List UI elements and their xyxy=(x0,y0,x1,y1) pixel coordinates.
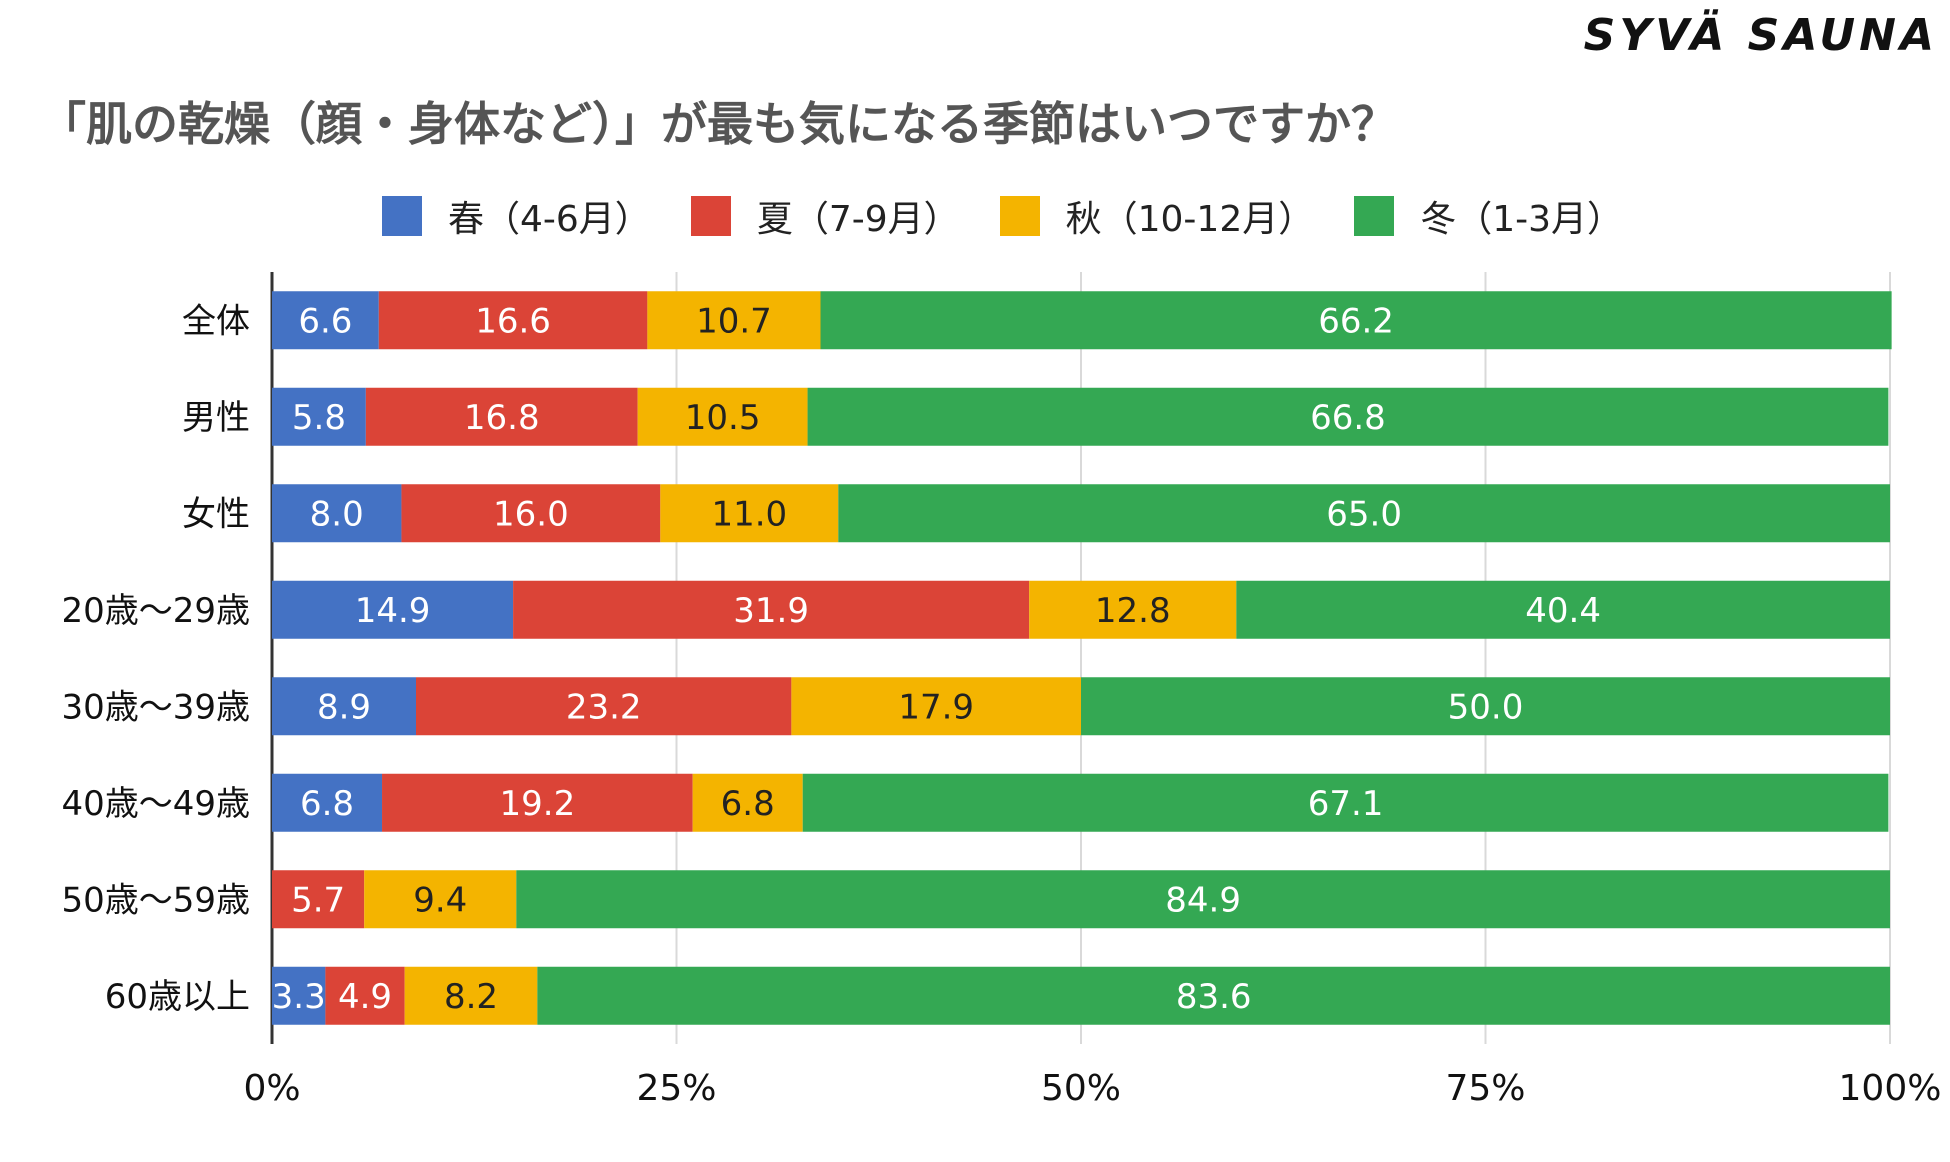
data-label: 3.3 xyxy=(272,977,326,1017)
bar-segment xyxy=(807,387,1889,446)
legend-label-winter: 冬（1-3月） xyxy=(1420,199,1624,240)
bar-segment xyxy=(513,580,1030,639)
bar-segment xyxy=(802,773,1889,832)
bar-segment xyxy=(272,677,417,736)
bar-segment xyxy=(1081,677,1890,736)
legend-swatch-spring xyxy=(382,196,422,236)
data-label: 67.1 xyxy=(1308,784,1384,824)
legend-label-autumn: 秋（10-12月） xyxy=(1065,199,1315,240)
category-label: 女性 xyxy=(182,494,250,534)
chart-title: 「肌の乾燥（顔・身体など）」が最も気になる季節はいつですか？ xyxy=(40,97,1397,151)
legend-item-autumn: 秋（10-12月） xyxy=(999,190,1315,242)
legend-swatch-summer xyxy=(690,196,731,236)
category-label: 40歳〜49歳 xyxy=(61,784,250,824)
bar-segment xyxy=(365,387,638,446)
data-label: 83.6 xyxy=(1176,977,1252,1017)
bar-segment xyxy=(272,870,365,929)
bar-segment xyxy=(1236,580,1890,639)
data-label: 23.2 xyxy=(566,687,642,727)
bar-segment xyxy=(272,291,379,350)
data-label: 17.9 xyxy=(898,687,974,727)
bar-segment xyxy=(325,966,405,1025)
data-label: 31.9 xyxy=(733,591,809,631)
data-label: 66.2 xyxy=(1318,301,1394,341)
category-label: 50歳〜59歳 xyxy=(61,880,250,920)
legend-swatch-winter xyxy=(1354,196,1395,236)
category-label: 全体 xyxy=(182,301,250,341)
data-label: 16.8 xyxy=(464,398,540,438)
data-label: 65.0 xyxy=(1326,494,1402,534)
data-label: 8.9 xyxy=(317,687,371,727)
x-tick-label: 25% xyxy=(636,1068,716,1109)
x-tick-label: 100% xyxy=(1839,1068,1942,1109)
data-label: 10.7 xyxy=(696,301,772,341)
bar-segment xyxy=(272,484,402,543)
bar-segment xyxy=(272,580,514,639)
category-label: 30歳〜39歳 xyxy=(61,687,250,727)
data-label: 8.0 xyxy=(310,494,364,534)
bar-segment xyxy=(404,966,538,1025)
x-tick-label: 75% xyxy=(1445,1068,1525,1109)
bar-segment xyxy=(537,966,1890,1025)
x-tick-label: 0% xyxy=(243,1068,300,1109)
bar-segment xyxy=(272,773,383,832)
data-label: 8.2 xyxy=(444,977,498,1017)
bar-segment xyxy=(838,484,1890,543)
legend-label-spring: 春（4-6月） xyxy=(448,199,651,240)
data-label: 16.0 xyxy=(493,494,569,534)
data-label: 6.6 xyxy=(298,301,352,341)
legend-label-summer: 夏（7-9月） xyxy=(756,199,960,240)
bar-segment xyxy=(382,773,693,832)
bar-segment xyxy=(660,484,839,543)
legend-item-spring: 春（4-6月） xyxy=(382,190,651,242)
data-label: 16.6 xyxy=(475,301,551,341)
data-label: 10.5 xyxy=(685,398,761,438)
data-label: 6.8 xyxy=(300,784,354,824)
x-tick-label: 50% xyxy=(1041,1068,1121,1109)
category-label: 60歳以上 xyxy=(105,977,250,1017)
legend-item-summer: 夏（7-9月） xyxy=(690,190,960,242)
bar-segment xyxy=(272,387,366,446)
bar-segment xyxy=(516,870,1890,929)
category-label: 20歳〜29歳 xyxy=(61,591,250,631)
data-label: 5.7 xyxy=(291,880,345,920)
bar-segment xyxy=(416,677,792,736)
data-label: 6.8 xyxy=(721,784,775,824)
data-label: 11.0 xyxy=(711,494,787,534)
data-label: 4.9 xyxy=(338,977,392,1017)
bar-segment xyxy=(791,677,1081,736)
legend-swatch-autumn xyxy=(999,196,1040,236)
data-label: 66.8 xyxy=(1310,398,1386,438)
data-label: 50.0 xyxy=(1448,687,1524,727)
data-label: 12.8 xyxy=(1095,591,1171,631)
bar-segment xyxy=(364,870,517,929)
bar-segment xyxy=(637,387,808,446)
bar-segment xyxy=(1029,580,1237,639)
legend-item-winter: 冬（1-3月） xyxy=(1354,190,1623,242)
data-label: 40.4 xyxy=(1525,591,1601,631)
data-label: 5.8 xyxy=(292,398,346,438)
data-label: 14.9 xyxy=(355,591,431,631)
bar-segment xyxy=(647,291,821,350)
brand-logo: SYVÄ SAUNA xyxy=(1583,10,1938,61)
data-label: 19.2 xyxy=(500,784,576,824)
data-label: 84.9 xyxy=(1165,880,1241,920)
legend: 春（4-6月） 夏（7-9月） 秋（10-12月） 冬（1-3月） xyxy=(382,186,1663,246)
data-label: 9.4 xyxy=(413,880,467,920)
bar-segment xyxy=(820,291,1892,350)
bar-segment xyxy=(692,773,803,832)
bar-segment xyxy=(378,291,648,350)
category-label: 男性 xyxy=(182,398,250,438)
bar-segment xyxy=(272,966,326,1025)
bar-segment xyxy=(401,484,661,543)
